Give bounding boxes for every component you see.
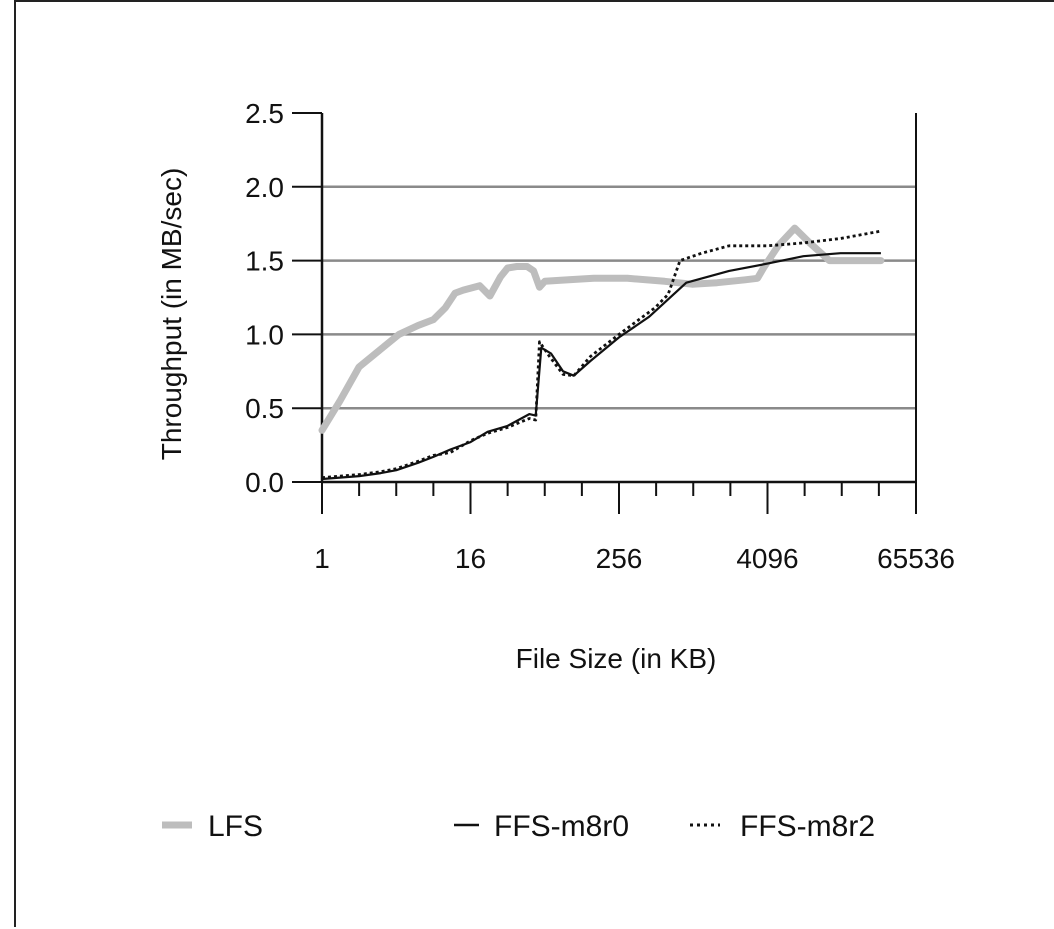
throughput-chart: 0.0 0.5 1.0 1.5 2.0 2.5 1 16 256 4096 65536 File S… [156, 98, 955, 843]
series-line-lfs [318, 224, 885, 434]
y-tick-label-0: 0.0 [245, 467, 284, 498]
data-series [318, 224, 885, 481]
y-tick-label-3: 1.5 [245, 246, 284, 277]
y-tick-label-1: 0.5 [245, 393, 284, 424]
y-tick-label-5: 2.5 [245, 98, 284, 129]
series-line-ffs-m8r2 [321, 229, 882, 479]
y-axis-title: Throughput (in MB/sec) [156, 168, 187, 461]
axes [292, 112, 917, 514]
x-axis-title: File Size (in KB) [516, 643, 717, 674]
x-tick-label-3: 4096 [736, 543, 798, 574]
series-line-ffs-m8r0 [321, 252, 881, 481]
tick-labels: 0.0 0.5 1.0 1.5 2.0 2.5 1 16 256 4096 65536 [245, 98, 955, 574]
y-tick-label-2: 1.0 [245, 319, 284, 350]
x-tick-label-2: 256 [596, 543, 643, 574]
x-tick-label-4: 65536 [877, 543, 955, 574]
grid-lines [322, 185, 916, 410]
legend: LFS FFS-m8r0 FFS-m8r2 [162, 810, 875, 843]
x-tick-label-0: 1 [314, 543, 330, 574]
x-tick-label-1: 16 [455, 543, 486, 574]
legend-label-lfs: LFS [208, 810, 263, 843]
legend-label-ffs-m8r0: FFS-m8r0 [494, 810, 629, 843]
figure-frame: 0.0 0.5 1.0 1.5 2.0 2.5 1 16 256 4096 65536 File S… [14, 0, 1054, 927]
y-tick-label-4: 2.0 [245, 172, 284, 203]
legend-label-ffs-m8r2: FFS-m8r2 [740, 810, 875, 843]
